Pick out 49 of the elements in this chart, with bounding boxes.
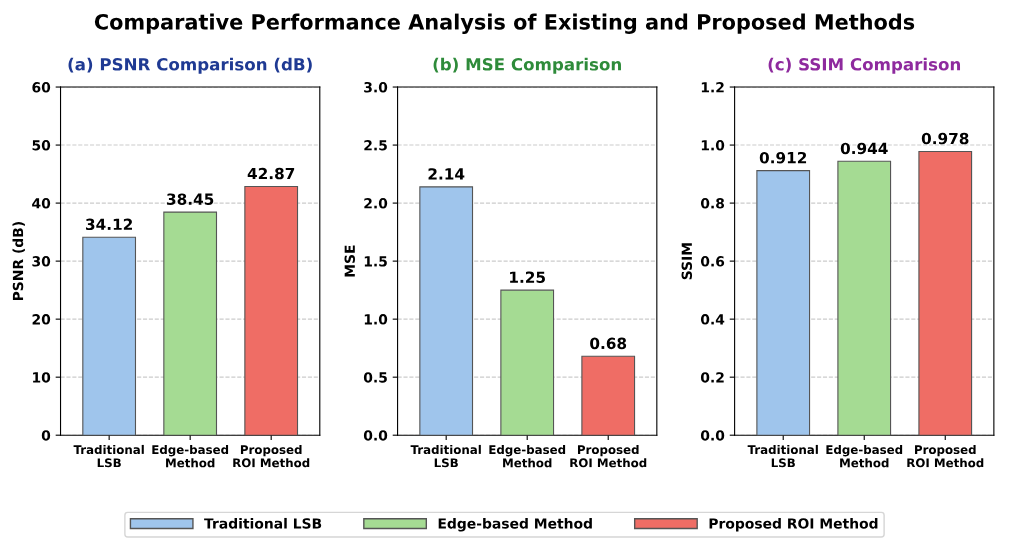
- x-tick-label: Traditional LSB: [73, 444, 144, 468]
- y-tick-label: 3.0: [364, 82, 388, 93]
- y-axis-title: MSE: [344, 245, 355, 277]
- y-tick-label: 1.0: [364, 314, 388, 325]
- x-tick-label: Traditional LSB: [747, 444, 818, 468]
- y-tick-label: 0.0: [700, 430, 725, 441]
- y-tick-label: 0.8: [700, 198, 725, 209]
- x-tick-label: Proposed ROI Method: [233, 444, 310, 468]
- y-tick-label: 1.2: [701, 82, 724, 93]
- x-tick-label: Edge-based Method: [489, 444, 566, 468]
- data-label: 0.944: [840, 142, 888, 155]
- y-tick-label: 0.5: [363, 372, 387, 383]
- chart-title: (a) PSNR Comparison (dB): [68, 57, 312, 74]
- y-tick-label: 0.4: [700, 314, 725, 325]
- data-label: 0.68: [590, 337, 627, 350]
- y-axis-title: PSNR (dB): [12, 222, 25, 301]
- data-label: 0.912: [759, 151, 807, 164]
- y-tick-label: 1.5: [364, 256, 387, 267]
- y-tick-label: 10: [33, 372, 51, 383]
- x-tick-label: Edge-based Method: [826, 444, 903, 468]
- y-tick-label: 0.0: [363, 430, 388, 441]
- data-label: 42.87: [247, 167, 295, 180]
- x-tick-label: Proposed ROI Method: [570, 444, 647, 468]
- legend-label: Edge-based Method: [438, 517, 592, 532]
- y-tick-label: 1.0: [701, 140, 725, 151]
- y-tick-label: 0.2: [700, 372, 724, 383]
- chart-title: (b) MSE Comparison: [433, 57, 621, 74]
- y-tick-label: 2.0: [364, 198, 388, 209]
- y-tick-label: 20: [32, 314, 51, 325]
- y-tick-label: 2.5: [364, 140, 387, 151]
- y-axis-title: SSIM: [681, 243, 693, 280]
- legend-label: Traditional LSB: [204, 517, 322, 529]
- text: Comparative Performance Analysis of Existing and Proposed Methods: [94, 13, 915, 34]
- x-tick-label: Traditional LSB: [410, 444, 481, 468]
- legend-label: Proposed ROI Method: [709, 517, 878, 532]
- y-tick-label: 0: [41, 430, 51, 441]
- y-tick-label: 50: [32, 140, 51, 151]
- data-label: 38.45: [167, 193, 214, 205]
- y-tick-label: 40: [32, 198, 51, 209]
- y-tick-label: 30: [32, 256, 51, 267]
- x-tick-label: Edge-based Method: [152, 444, 229, 468]
- y-tick-label: 60: [32, 82, 51, 93]
- data-label: 1.25: [510, 271, 545, 284]
- x-tick-label: Proposed ROI Method: [907, 444, 984, 468]
- data-label: 0.978: [921, 132, 969, 145]
- data-label: 34.12: [86, 218, 132, 231]
- data-label: 2.14: [428, 168, 465, 180]
- y-tick-label: 0.6: [700, 256, 725, 267]
- chart-title: (c) SSIM Comparison: [768, 57, 961, 74]
